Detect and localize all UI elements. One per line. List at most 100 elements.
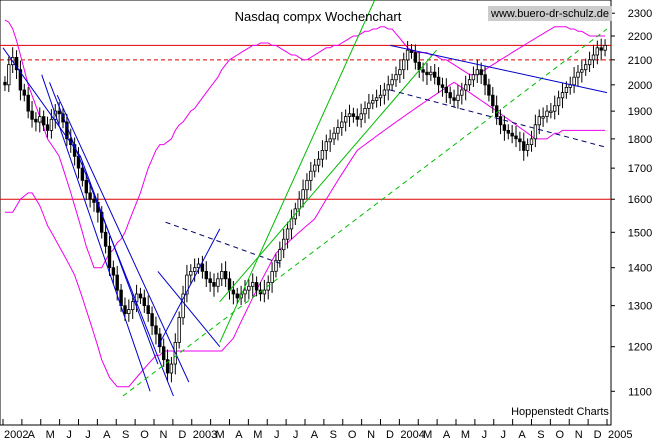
candle-week-94 (363, 101, 367, 124)
candle-week-9 (34, 112, 38, 132)
candle-week-141 (545, 105, 549, 123)
x-tick-label-21: D (386, 429, 394, 441)
candle-week-104 (401, 52, 406, 80)
y-tick-label-1500: 1500 (628, 227, 652, 239)
x-tick-label-8: O (140, 429, 149, 441)
candle-week-43 (165, 349, 170, 382)
candle-week-113 (436, 67, 441, 94)
candle-week-129 (498, 109, 503, 135)
candle-week-47 (181, 285, 185, 325)
x-tick-label-15: J (274, 429, 280, 441)
candle-week-61 (235, 287, 239, 305)
y-tick-label-1800: 1800 (628, 134, 652, 146)
x-tick-label-3: M (46, 429, 55, 441)
y-tick-label-1200: 1200 (628, 342, 652, 354)
candle-week-56 (216, 272, 220, 293)
candle-week-152 (587, 51, 592, 72)
candle-week-6 (22, 83, 26, 102)
candle-week-93 (359, 103, 363, 128)
candle-week-111 (429, 66, 433, 81)
candle-week-13 (49, 109, 54, 139)
candle-week-155 (599, 38, 603, 61)
candle-week-50 (192, 258, 197, 282)
candle-week-142 (549, 102, 553, 119)
candle-week-103 (398, 59, 402, 83)
candle-week-92 (355, 108, 359, 127)
candle-week-29 (111, 260, 116, 285)
x-tick-label-30: O (556, 429, 565, 441)
candle-week-101 (390, 73, 394, 92)
trendline-6 (157, 228, 221, 347)
candle-week-100 (386, 75, 390, 101)
candle-week-140 (541, 107, 545, 127)
candle-week-42 (161, 338, 166, 367)
trendline-8 (219, 0, 376, 343)
trendline-11 (390, 44, 608, 94)
source-label: Hoppenstedt Charts (511, 406, 609, 418)
candle-week-73 (281, 229, 286, 258)
trendline-4 (56, 94, 190, 383)
candle-week-149 (576, 65, 580, 87)
candle-week-4 (14, 50, 19, 80)
candle-week-126 (487, 78, 491, 102)
candle-week-143 (553, 95, 557, 120)
candle-week-66 (254, 276, 259, 297)
candle-week-88 (340, 111, 344, 136)
x-tick-label-31: N (575, 429, 583, 441)
x-tick-label-32: D (594, 429, 602, 441)
candle-week-68 (262, 279, 267, 303)
candle-week-117 (452, 89, 456, 108)
candle-week-123 (475, 59, 479, 83)
x-tick-label-22: 2004 (400, 429, 424, 441)
candle-week-70 (270, 262, 274, 293)
candle-week-144 (556, 90, 561, 116)
x-tick-label-18: S (330, 429, 337, 441)
y-tick-label-2100: 2100 (628, 55, 652, 67)
candle-week-148 (572, 67, 576, 94)
candle-week-74 (285, 221, 290, 249)
candle-week-34 (130, 294, 135, 319)
candle-week-64 (247, 279, 251, 300)
x-tick-label-4: J (66, 429, 72, 441)
candle-week-11 (42, 110, 46, 131)
candle-week-38 (146, 295, 150, 322)
chart-title: Nasdaq compx Wochenchart (235, 9, 402, 24)
x-tick-label-10: D (178, 429, 186, 441)
candle-week-136 (525, 138, 530, 157)
candle-week-107 (413, 44, 418, 70)
trendline-12 (390, 89, 608, 148)
candle-week-83 (320, 140, 325, 168)
candle-week-51 (196, 257, 201, 274)
candle-week-110 (425, 63, 429, 86)
candle-week-91 (351, 107, 356, 123)
candle-week-40 (154, 316, 158, 345)
candle-week-95 (367, 93, 371, 119)
candle-week-60 (231, 280, 236, 305)
x-tick-label-6: A (103, 429, 111, 441)
candle-week-132 (510, 125, 514, 144)
candle-week-79 (305, 173, 309, 200)
x-tick-label-23: M (423, 429, 432, 441)
candle-week-2 (7, 56, 11, 93)
candle-week-57 (220, 263, 224, 287)
candle-week-65 (250, 273, 255, 297)
candle-week-116 (448, 86, 452, 105)
candle-week-10 (38, 107, 42, 133)
x-tick-label-14: M (253, 429, 262, 441)
x-tick-label-24: A (443, 429, 451, 441)
x-tick-label-2: A (28, 429, 36, 441)
x-tick-label-27: J (500, 429, 506, 441)
watermark-url: www.buero-dr-schulz.de (490, 8, 609, 20)
watermark-box (488, 6, 612, 21)
y-tick-label-1900: 1900 (628, 106, 652, 118)
y-tick-label-1600: 1600 (628, 194, 652, 206)
candle-week-124 (479, 62, 483, 85)
candle-week-135 (522, 132, 526, 161)
candle-week-131 (506, 124, 510, 140)
candle-week-71 (274, 254, 278, 278)
candle-week-98 (378, 85, 383, 107)
candle-week-81 (312, 159, 317, 178)
x-tick-label-25: M (461, 429, 470, 441)
candle-week-125 (483, 65, 487, 96)
candle-week-54 (208, 271, 212, 292)
